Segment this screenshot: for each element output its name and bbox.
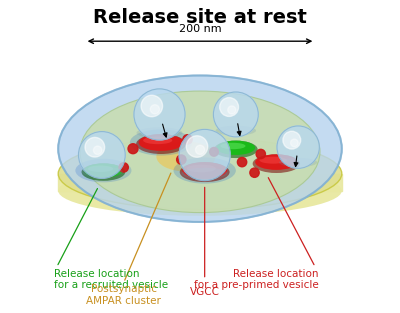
Text: 200 nm: 200 nm xyxy=(179,24,221,34)
Ellipse shape xyxy=(220,143,246,149)
Circle shape xyxy=(290,139,298,147)
Text: Postsynaptic
AMPAR cluster: Postsynaptic AMPAR cluster xyxy=(86,285,161,306)
Circle shape xyxy=(183,135,192,144)
Circle shape xyxy=(196,145,205,154)
Text: Release site at rest: Release site at rest xyxy=(93,8,307,28)
Ellipse shape xyxy=(279,158,317,167)
Circle shape xyxy=(210,147,218,156)
Ellipse shape xyxy=(182,162,227,179)
Ellipse shape xyxy=(255,154,298,170)
Circle shape xyxy=(220,98,238,116)
Ellipse shape xyxy=(80,91,320,213)
Circle shape xyxy=(179,129,230,181)
Ellipse shape xyxy=(253,154,300,173)
Circle shape xyxy=(78,131,125,178)
Text: Release location
for a recruited vesicle: Release location for a recruited vesicle xyxy=(54,269,168,290)
Ellipse shape xyxy=(180,162,230,182)
Ellipse shape xyxy=(81,167,123,177)
Ellipse shape xyxy=(58,75,342,222)
Circle shape xyxy=(250,168,259,177)
Circle shape xyxy=(85,137,105,157)
Ellipse shape xyxy=(156,141,216,172)
Circle shape xyxy=(228,106,236,114)
Circle shape xyxy=(256,149,266,159)
Ellipse shape xyxy=(139,134,184,151)
Ellipse shape xyxy=(136,127,182,138)
Ellipse shape xyxy=(136,134,186,154)
Ellipse shape xyxy=(84,163,123,178)
Circle shape xyxy=(94,146,102,155)
Ellipse shape xyxy=(214,141,258,158)
Circle shape xyxy=(186,136,208,157)
Ellipse shape xyxy=(75,159,132,182)
Circle shape xyxy=(150,105,160,114)
Text: Release location
for a pre-primed vesicle: Release location for a pre-primed vesicl… xyxy=(194,269,318,290)
Circle shape xyxy=(141,95,162,117)
Ellipse shape xyxy=(82,163,125,181)
Ellipse shape xyxy=(182,168,228,179)
Circle shape xyxy=(237,157,247,167)
Circle shape xyxy=(134,89,185,140)
Ellipse shape xyxy=(216,126,256,136)
Circle shape xyxy=(128,144,138,154)
Ellipse shape xyxy=(216,141,255,155)
Circle shape xyxy=(283,131,301,149)
Ellipse shape xyxy=(143,136,172,144)
Ellipse shape xyxy=(58,166,342,216)
Ellipse shape xyxy=(88,166,113,172)
Circle shape xyxy=(277,126,319,168)
Ellipse shape xyxy=(58,138,342,209)
Ellipse shape xyxy=(174,157,236,184)
Circle shape xyxy=(119,163,128,172)
Ellipse shape xyxy=(187,165,216,172)
Ellipse shape xyxy=(130,129,192,156)
Ellipse shape xyxy=(259,156,287,164)
Circle shape xyxy=(213,92,258,137)
Text: VGCC: VGCC xyxy=(190,287,220,297)
Circle shape xyxy=(177,155,186,164)
